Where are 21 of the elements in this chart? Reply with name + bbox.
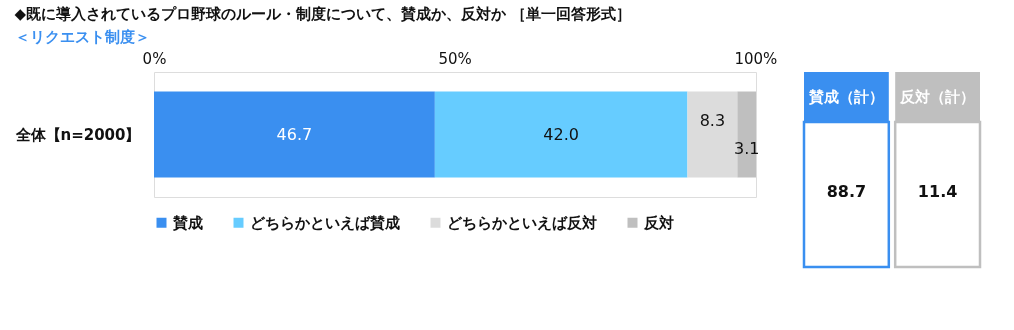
legend-label: 反対 bbox=[643, 213, 674, 232]
chart-title: ◆既に導入されているプロ野球のルール・制度について、賛成か、反対か ［単一回答形式］ bbox=[14, 4, 632, 23]
data-label: 11.4 bbox=[917, 182, 958, 201]
x-tick-label: 0% bbox=[142, 49, 167, 68]
x-tick-label: 100% bbox=[734, 49, 778, 68]
legend-label: どちらかといえば反対 bbox=[447, 213, 597, 232]
data-label: 8.3 bbox=[699, 110, 726, 130]
bar bbox=[154, 91, 435, 178]
category-label: 反対（計） bbox=[899, 88, 976, 106]
data-label: 42.0 bbox=[543, 124, 579, 144]
bar bbox=[434, 91, 688, 178]
bar bbox=[737, 91, 756, 178]
legend-label: 賛成 bbox=[172, 213, 203, 232]
x-tick-label: 50% bbox=[438, 49, 472, 68]
data-label: 3.1 bbox=[733, 138, 760, 158]
data-label: 46.7 bbox=[276, 124, 313, 144]
chart-subtitle: ＜リクエスト制度＞ bbox=[14, 27, 150, 46]
data-label: 88.7 bbox=[826, 182, 867, 201]
legend-label: どちらかといえば賛成 bbox=[250, 213, 400, 232]
category-label: 賛成（計） bbox=[807, 88, 884, 106]
y-tick-label: 全体【n=2000】 bbox=[14, 125, 141, 144]
